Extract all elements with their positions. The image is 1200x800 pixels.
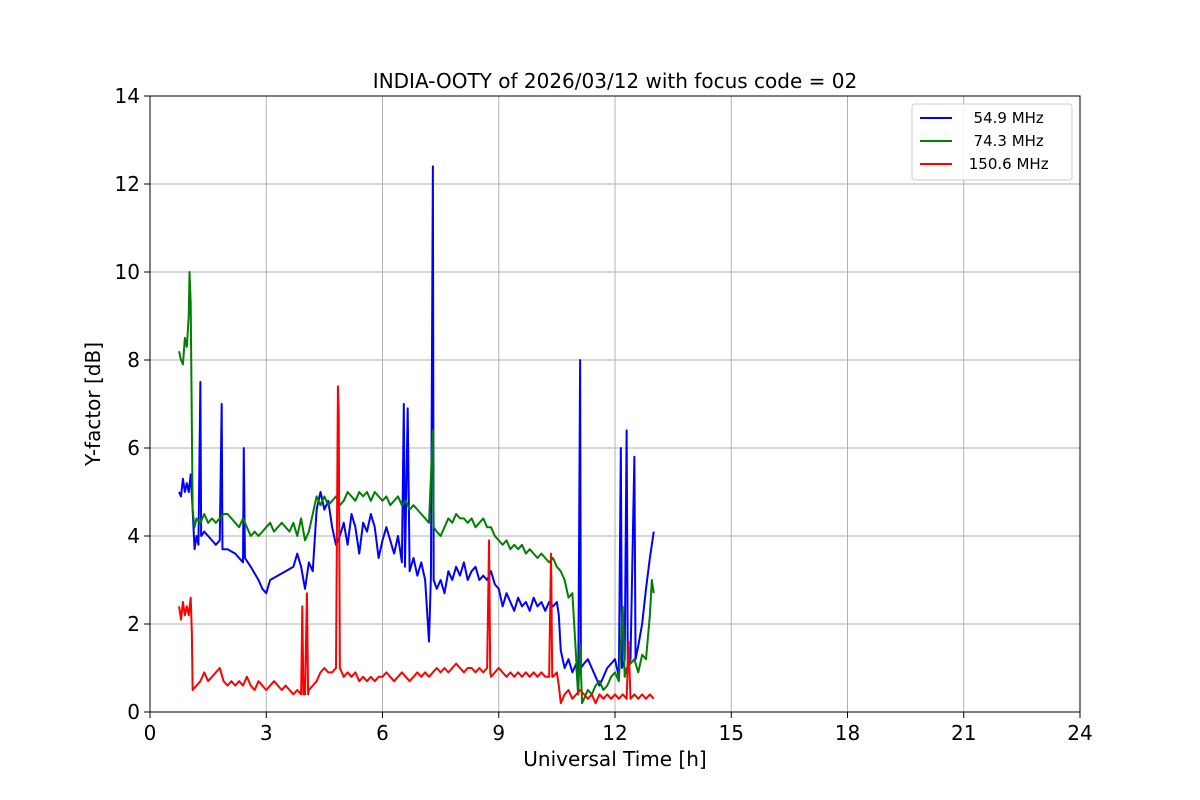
series-line-2 xyxy=(178,385,655,705)
grid-lines xyxy=(149,95,1081,713)
legend-box xyxy=(911,103,1073,181)
x-tick-label: 18 xyxy=(835,721,860,745)
series-lines xyxy=(178,165,655,705)
legend-label-1: 74.3 MHz xyxy=(964,132,1044,150)
x-tick-label: 24 xyxy=(1067,721,1092,745)
legend-label-2: 150.6 MHz xyxy=(964,155,1049,173)
series-line-0 xyxy=(178,165,655,696)
x-axis-ticks: 0 3 6 9 12 15 18 21 24 xyxy=(144,712,1093,745)
y-tick-label: 12 xyxy=(115,172,140,196)
x-tick-label: 3 xyxy=(260,721,273,745)
y-tick-label: 0 xyxy=(127,700,140,724)
x-tick-label: 12 xyxy=(602,721,627,745)
y-tick-label: 10 xyxy=(115,260,140,284)
chart-title: INDIA-OOTY of 2026/03/12 with focus code… xyxy=(373,69,857,93)
y-axis-label: Y-factor [dB] xyxy=(81,342,105,467)
y-tick-label: 2 xyxy=(127,612,140,636)
y-tick-label: 8 xyxy=(127,348,140,372)
legend: 54.9 MHz 74.3 MHz 150.6 MHz xyxy=(911,103,1073,181)
y-axis-ticks: 0 2 4 6 8 10 12 14 xyxy=(115,84,150,724)
y-tick-label: 14 xyxy=(115,84,140,108)
y-tick-label: 4 xyxy=(127,524,140,548)
x-axis-label: Universal Time [h] xyxy=(523,747,706,771)
x-tick-label: 6 xyxy=(376,721,389,745)
y-tick-label: 6 xyxy=(127,436,140,460)
x-tick-label: 9 xyxy=(492,721,505,745)
x-tick-label: 21 xyxy=(951,721,976,745)
x-tick-label: 0 xyxy=(144,721,157,745)
series-line-1 xyxy=(178,271,655,705)
legend-label-0: 54.9 MHz xyxy=(964,109,1044,127)
x-tick-label: 15 xyxy=(719,721,744,745)
